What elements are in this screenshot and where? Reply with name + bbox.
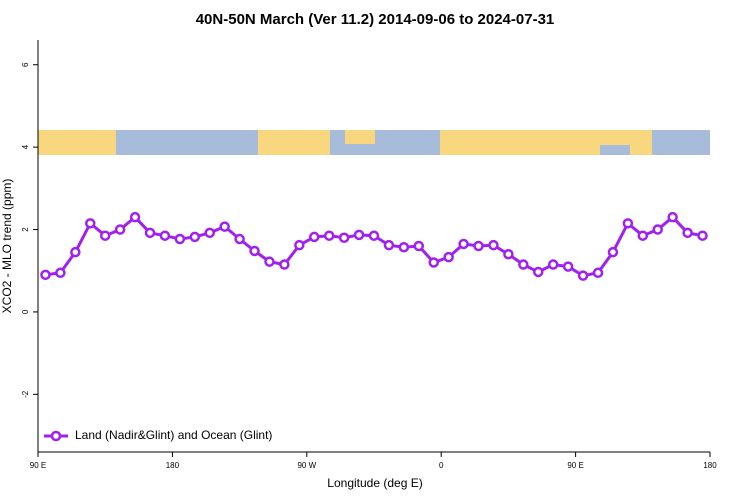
point <box>547 259 559 270</box>
point <box>637 230 649 241</box>
point <box>488 239 499 251</box>
point <box>338 232 350 244</box>
point <box>622 218 634 229</box>
point <box>114 224 126 235</box>
point <box>189 231 201 243</box>
series-line <box>45 215 703 278</box>
point <box>219 221 230 232</box>
point <box>697 230 708 241</box>
x-tick-label: 90 E <box>30 461 46 470</box>
map-strip <box>38 130 710 155</box>
point <box>144 227 156 239</box>
point <box>473 240 484 252</box>
point <box>413 240 425 252</box>
x-axis-label: Longitude (deg E) <box>327 476 422 490</box>
point <box>85 218 96 229</box>
point <box>309 231 320 243</box>
point <box>279 259 290 270</box>
x-tick-label: 180 <box>703 461 717 470</box>
point <box>368 230 380 241</box>
point <box>458 238 469 250</box>
y-tick-label: 2 <box>21 227 30 232</box>
x-tick-label: 0 <box>439 461 444 470</box>
point <box>264 256 275 267</box>
point <box>667 211 678 223</box>
x-tick-label: 180 <box>166 461 180 470</box>
y-tick-label: 0 <box>21 309 30 314</box>
point <box>682 227 693 239</box>
point <box>159 230 171 241</box>
y-tick-label: -2 <box>21 390 30 398</box>
y-tick-label: 4 <box>21 144 30 149</box>
point <box>503 248 514 260</box>
point <box>443 251 454 263</box>
point <box>174 233 186 245</box>
chart-title: 40N-50N March (Ver 11.2) 2014-09-06 to 2… <box>196 11 555 28</box>
point <box>518 259 529 270</box>
legend-marker <box>50 430 62 442</box>
point <box>323 230 335 241</box>
x-tick-label: 90 E <box>567 461 583 470</box>
point <box>234 233 245 245</box>
point <box>55 267 66 279</box>
point <box>607 246 619 258</box>
point <box>592 267 604 279</box>
point <box>398 241 410 253</box>
y-axis-label: XCO2 - MLO trend (ppm) <box>0 179 14 314</box>
point <box>249 245 260 257</box>
point <box>533 266 544 278</box>
point <box>428 257 439 268</box>
y-tick-label: 6 <box>21 62 30 67</box>
point <box>294 239 305 251</box>
legend-label: Land (Nadir&Glint) and Ocean (Glint) <box>75 428 272 442</box>
point <box>353 229 365 241</box>
point <box>383 239 395 251</box>
point <box>577 270 589 281</box>
x-tick-label: 90 W <box>297 461 316 470</box>
point <box>129 211 141 223</box>
point <box>204 227 215 239</box>
point <box>70 246 81 258</box>
point <box>40 269 51 281</box>
point <box>652 224 663 235</box>
point <box>99 230 111 241</box>
point <box>562 261 574 272</box>
